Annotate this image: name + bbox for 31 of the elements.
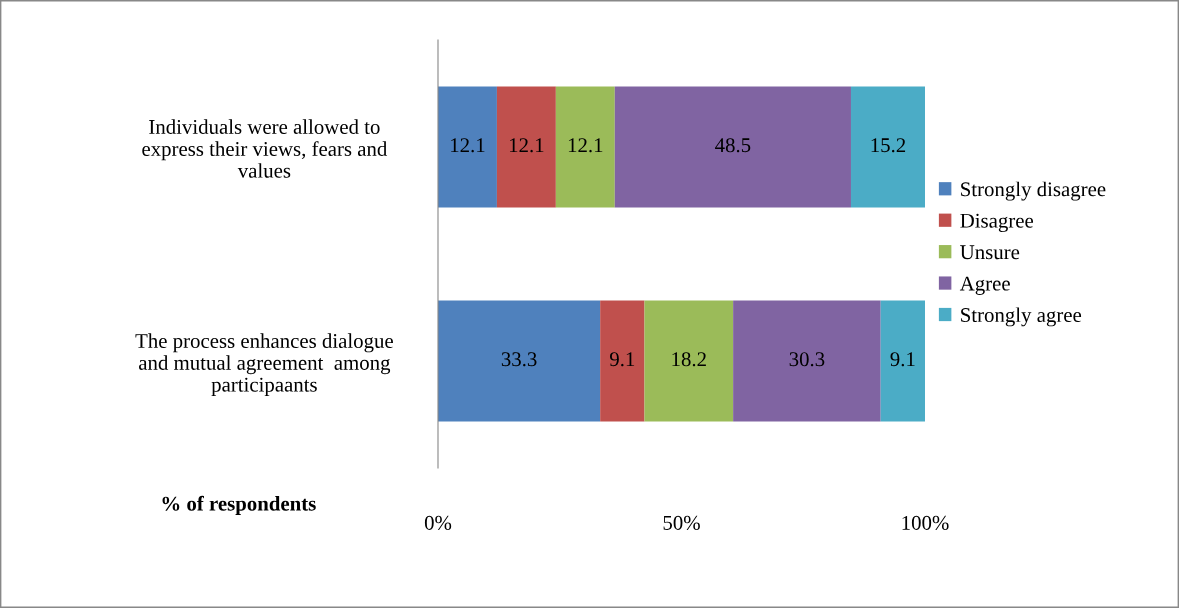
y-tick-label: The process enhances dialogue and mutual agreement among participaants	[135, 333, 393, 396]
legend-label: Agree	[959, 276, 1010, 295]
bar	[644, 300, 734, 422]
x-tick-label: 100%	[902, 515, 949, 530]
data-label: 18.2	[672, 352, 706, 367]
bar	[438, 86, 497, 208]
legend-label: Disagree	[960, 213, 1034, 233]
data-label: 9.1	[609, 352, 635, 367]
data-label: 33.3	[501, 352, 537, 367]
data-label: 9.1	[890, 352, 915, 367]
bar	[733, 300, 881, 422]
data-label: 48.5	[715, 138, 751, 153]
bar	[880, 300, 925, 422]
bar	[496, 86, 556, 208]
bar	[438, 300, 601, 422]
bar	[600, 300, 645, 422]
data-label: 12.1	[451, 138, 485, 153]
data-label: 12.1	[509, 138, 544, 153]
bar	[555, 86, 615, 208]
legend-label: Strongly agree	[961, 307, 1082, 327]
legend-label: Unsure	[960, 245, 1020, 260]
legend-label: Strongly disagree	[961, 181, 1106, 201]
data-label: 12.1	[568, 138, 603, 153]
x-tick-label: 50%	[663, 515, 700, 530]
x-axis-title: % of respondents	[162, 495, 316, 515]
y-tick-label: Individuals were allowed to express their views, fears and values	[142, 119, 388, 178]
x-tick-label: 0%	[424, 515, 452, 530]
bar	[850, 86, 925, 208]
bar	[614, 86, 851, 208]
data-label: 15.2	[871, 138, 906, 153]
data-label: 30.3	[789, 352, 825, 367]
